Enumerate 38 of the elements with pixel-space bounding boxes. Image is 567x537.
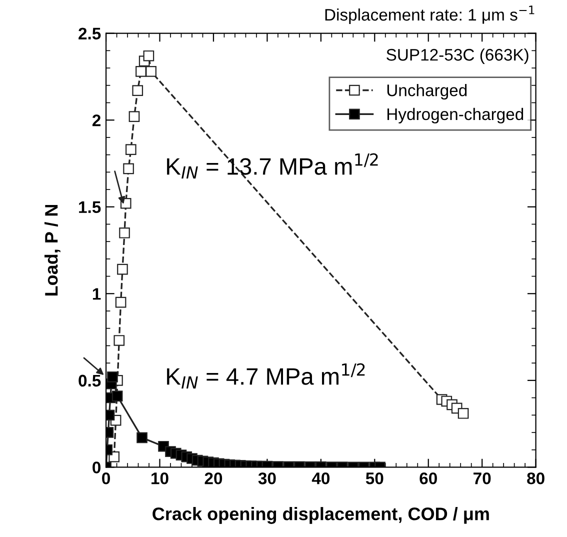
- chart-title: Displacement rate: 1 μm s$^{−1}$: [325, 6, 534, 24]
- annotation: SUP12-53C (663K): [386, 48, 528, 64]
- point: [136, 66, 146, 77]
- y-tick-label: 0: [92, 462, 100, 474]
- annotation: K$_{IN}$ = 13.7 MPa m$^{1/2}$: [167, 153, 378, 178]
- point: [117, 264, 128, 275]
- point: [458, 408, 469, 419]
- point: [132, 85, 144, 96]
- point: [107, 372, 118, 382]
- legend-label: Uncharged: [387, 84, 467, 100]
- y-tick-label: 1.5: [79, 201, 101, 214]
- x-tick-label: 70: [474, 472, 491, 484]
- point: [112, 390, 123, 402]
- x-tick-label: 30: [258, 472, 276, 484]
- point: [115, 296, 126, 308]
- legend-label: Hydrogen-charged: [387, 108, 524, 124]
- y-tick-label: 1: [92, 288, 101, 300]
- point: [123, 163, 134, 174]
- x-axis-title: Crack opening displacement, COD / μm: [152, 507, 489, 524]
- point: [119, 227, 130, 238]
- x-tick-label: 20: [204, 472, 222, 484]
- point: [128, 111, 140, 122]
- y-tick-label: 0.5: [78, 374, 101, 387]
- x-tick-label: 10: [152, 472, 168, 484]
- y-tick-label: 2: [92, 114, 100, 126]
- point: [146, 66, 156, 77]
- x-tick-label: 80: [527, 472, 544, 484]
- y-axis-title: Load, P / N: [44, 204, 60, 296]
- x-tick-label: 0: [102, 472, 110, 484]
- x-tick-label: 40: [312, 472, 330, 484]
- x-tick-label: 60: [420, 472, 437, 484]
- point: [136, 432, 148, 444]
- point: [143, 50, 154, 62]
- x-tick-label: 50: [366, 472, 384, 484]
- point: [125, 144, 136, 155]
- annotation: K$_{IN}$ = 4.7 MPa m$^{1/2}$: [167, 363, 365, 388]
- y-tick-label: 2.5: [78, 28, 101, 40]
- point: [114, 335, 125, 346]
